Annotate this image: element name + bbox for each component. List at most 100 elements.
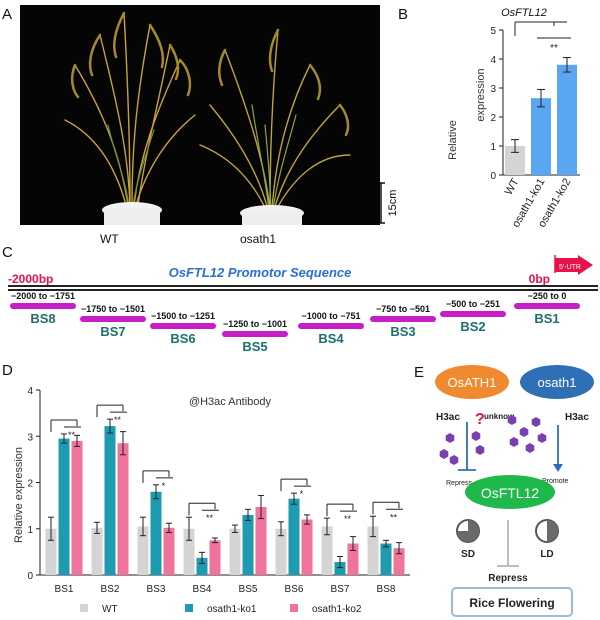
d-bar-BS2-1 xyxy=(104,426,116,575)
panel-d-ylabel: Relative expression xyxy=(13,447,25,543)
osath1-label: osath1 xyxy=(240,232,277,246)
site-range-BS1: −250 to 0 xyxy=(528,291,567,301)
promote-label: Promote xyxy=(542,478,569,485)
site-bar-BS8 xyxy=(10,303,76,309)
d-legend-swatch-2 xyxy=(290,604,298,612)
site-bar-BS6 xyxy=(150,323,216,329)
site-bar-BS3 xyxy=(370,316,436,322)
osftl12-label: OsFTL12 xyxy=(481,485,540,501)
promoter-start-label: -2000bp xyxy=(8,272,53,286)
d-sig-BS7: ** xyxy=(344,514,352,524)
site-name-BS2: BS2 xyxy=(460,319,485,334)
d-sig-BS4: ** xyxy=(206,513,214,523)
site-bar-BS1 xyxy=(514,303,580,309)
d-bar-BS3-1 xyxy=(150,491,162,575)
d-sig-BS1: ** xyxy=(68,430,76,440)
wt-label: WT xyxy=(100,232,119,246)
d-bar-BS8-1 xyxy=(380,543,392,575)
ld-label: LD xyxy=(540,549,553,560)
d-ytick-0: 0 xyxy=(27,571,33,582)
osath1-protein-ellipse xyxy=(435,365,509,399)
h3ac-right-label: H3ac xyxy=(565,412,589,423)
b-ytick-5: 5 xyxy=(490,26,496,37)
d-legend-swatch-0 xyxy=(80,604,88,612)
ld-clock xyxy=(535,519,559,543)
utr-label: 5'-UTR xyxy=(559,264,581,271)
d-xlabel-BS3: BS3 xyxy=(147,584,166,595)
b-ytick-1: 1 xyxy=(490,142,496,153)
panel-b-letter: B xyxy=(398,6,409,23)
d-bar-BS3-0 xyxy=(137,526,149,575)
site-range-BS2: −500 to −251 xyxy=(446,299,500,309)
panel-d-chart: @H3ac Antibody Relative expression 0 1 2 3 4… xyxy=(13,386,410,615)
scale-bar: 15cm xyxy=(378,182,399,224)
site-range-BS8: −2000 to −1751 xyxy=(11,291,75,301)
d-xlabel-BS4: BS4 xyxy=(193,584,212,595)
h3ac-left-label: H3ac xyxy=(436,412,460,423)
d-xlabel-BS7: BS7 xyxy=(331,584,350,595)
b-ytick-4: 4 xyxy=(490,55,496,66)
site-name-BS3: BS3 xyxy=(390,324,415,339)
d-bar-BS5-2 xyxy=(255,507,267,575)
d-bar-BS1-1 xyxy=(58,438,70,575)
d-legend-label-0: WT xyxy=(102,604,118,615)
site-range-BS3: −750 to −501 xyxy=(376,304,430,314)
b-ytick-2: 2 xyxy=(490,113,496,124)
d-bar-BS4-0 xyxy=(183,528,195,575)
osath1-mutant-ellipse xyxy=(520,365,594,399)
b-xlabel-WT: WT xyxy=(503,176,522,197)
d-bar-BS1-0 xyxy=(45,528,57,575)
rice-flowering-label: Rice Flowering xyxy=(469,596,554,610)
rice-plants-photo xyxy=(20,5,380,225)
unknow-label: unknow xyxy=(484,412,515,421)
d-bar-BS1-2 xyxy=(71,440,83,575)
scale-bar-label: 15cm xyxy=(387,190,399,217)
osftl12-ellipse xyxy=(465,475,555,509)
d-bar-BS7-0 xyxy=(321,526,333,575)
site-range-BS6: −1500 to −1251 xyxy=(151,311,215,321)
d-ytick-4: 4 xyxy=(27,386,33,397)
d-legend-swatch-1 xyxy=(185,604,193,612)
panel-d-letter: D xyxy=(2,362,13,379)
d-bar-BS3-2 xyxy=(163,527,175,575)
b-bar-osath1-ko1 xyxy=(531,98,551,175)
panel-b-ylabel-2: expression xyxy=(475,68,487,121)
b-sig-label: ** xyxy=(550,43,558,54)
d-sig-BS2: ** xyxy=(114,415,122,425)
site-range-BS7: −1750 to −1501 xyxy=(81,304,145,314)
antibody-label: @H3ac Antibody xyxy=(189,396,272,408)
panel-a-letter: A xyxy=(2,6,13,23)
d-bar-BS7-1 xyxy=(334,562,346,575)
site-bar-BS5 xyxy=(222,331,288,337)
d-bar-BS8-2 xyxy=(393,548,405,575)
d-sig-BS6: * xyxy=(300,489,304,499)
site-range-BS5: −1250 to −1001 xyxy=(223,319,287,329)
question-mark: ? xyxy=(475,411,485,428)
site-range-BS4: −1000 to −751 xyxy=(301,311,360,321)
panel-c-diagram: -2000bp OsFTL12 Promotor Sequence 0bp 5'… xyxy=(8,255,598,354)
d-bar-BS6-0 xyxy=(275,528,287,575)
site-bar-BS4 xyxy=(298,323,364,329)
d-xlabel-BS8: BS8 xyxy=(377,584,396,595)
d-xlabel-BS2: BS2 xyxy=(101,584,120,595)
panel-e-diagram: OsATH1 osath1 H3ac H3ac ? unknow Repress… xyxy=(435,365,594,617)
b-ytick-3: 3 xyxy=(490,84,496,95)
promoter-end-label: 0bp xyxy=(529,272,550,286)
d-bar-BS2-0 xyxy=(91,527,103,575)
rice-flowering-box xyxy=(451,587,573,617)
b-ytick-0: 0 xyxy=(490,171,496,182)
d-bar-BS4-2 xyxy=(209,540,221,575)
d-sig-BS3: * xyxy=(162,481,166,491)
d-ytick-2: 2 xyxy=(27,479,33,490)
repress-big-label: Repress xyxy=(488,573,528,584)
b-bar-WT xyxy=(505,146,525,175)
site-name-BS5: BS5 xyxy=(242,339,267,354)
site-bar-BS7 xyxy=(80,316,146,322)
panel-c-letter: C xyxy=(2,244,13,261)
d-bar-BS7-2 xyxy=(347,543,359,575)
d-bar-BS6-1 xyxy=(288,498,300,575)
d-bar-BS4-1 xyxy=(196,557,208,575)
panel-e-letter: E xyxy=(414,364,425,381)
site-bar-BS2 xyxy=(440,311,506,317)
osath1-protein-label: OsATH1 xyxy=(448,375,497,390)
